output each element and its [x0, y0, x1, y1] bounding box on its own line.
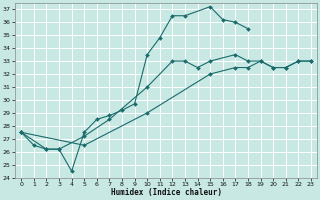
- X-axis label: Humidex (Indice chaleur): Humidex (Indice chaleur): [111, 188, 221, 197]
